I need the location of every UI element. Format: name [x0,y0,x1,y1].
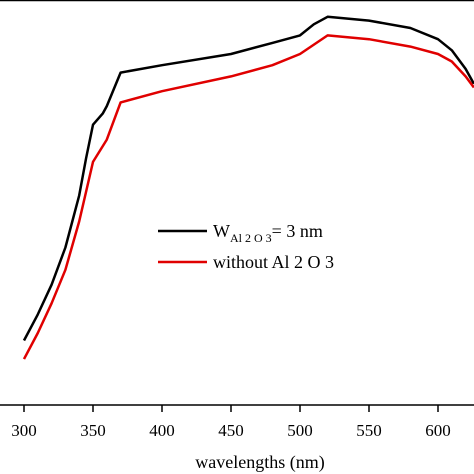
x-tick-label: 450 [218,421,244,440]
x-tick-label: 500 [287,421,313,440]
x-tick-label: 350 [80,421,106,440]
x-tick-label: 600 [425,421,451,440]
x-tick-label: 300 [11,421,37,440]
x-tick-label: 550 [356,421,382,440]
series-line-with-al2o3 [22,15,474,342]
legend-label-with-al2o3: WAl 2 O 3= 3 nm [213,221,323,245]
series-line-without-al2o3 [22,34,474,360]
x-tick-label: 400 [149,421,175,440]
series-lines [22,15,474,360]
x-axis-label: wavelengths (nm) [195,452,324,473]
legend-label-without-al2o3: without Al 2 O 3 [213,252,334,272]
x-ticks [23,405,439,412]
legend: WAl 2 O 3= 3 nm without Al 2 O 3 [158,221,334,272]
x-tick-labels: 300 350 400 450 500 550 600 [11,421,451,440]
